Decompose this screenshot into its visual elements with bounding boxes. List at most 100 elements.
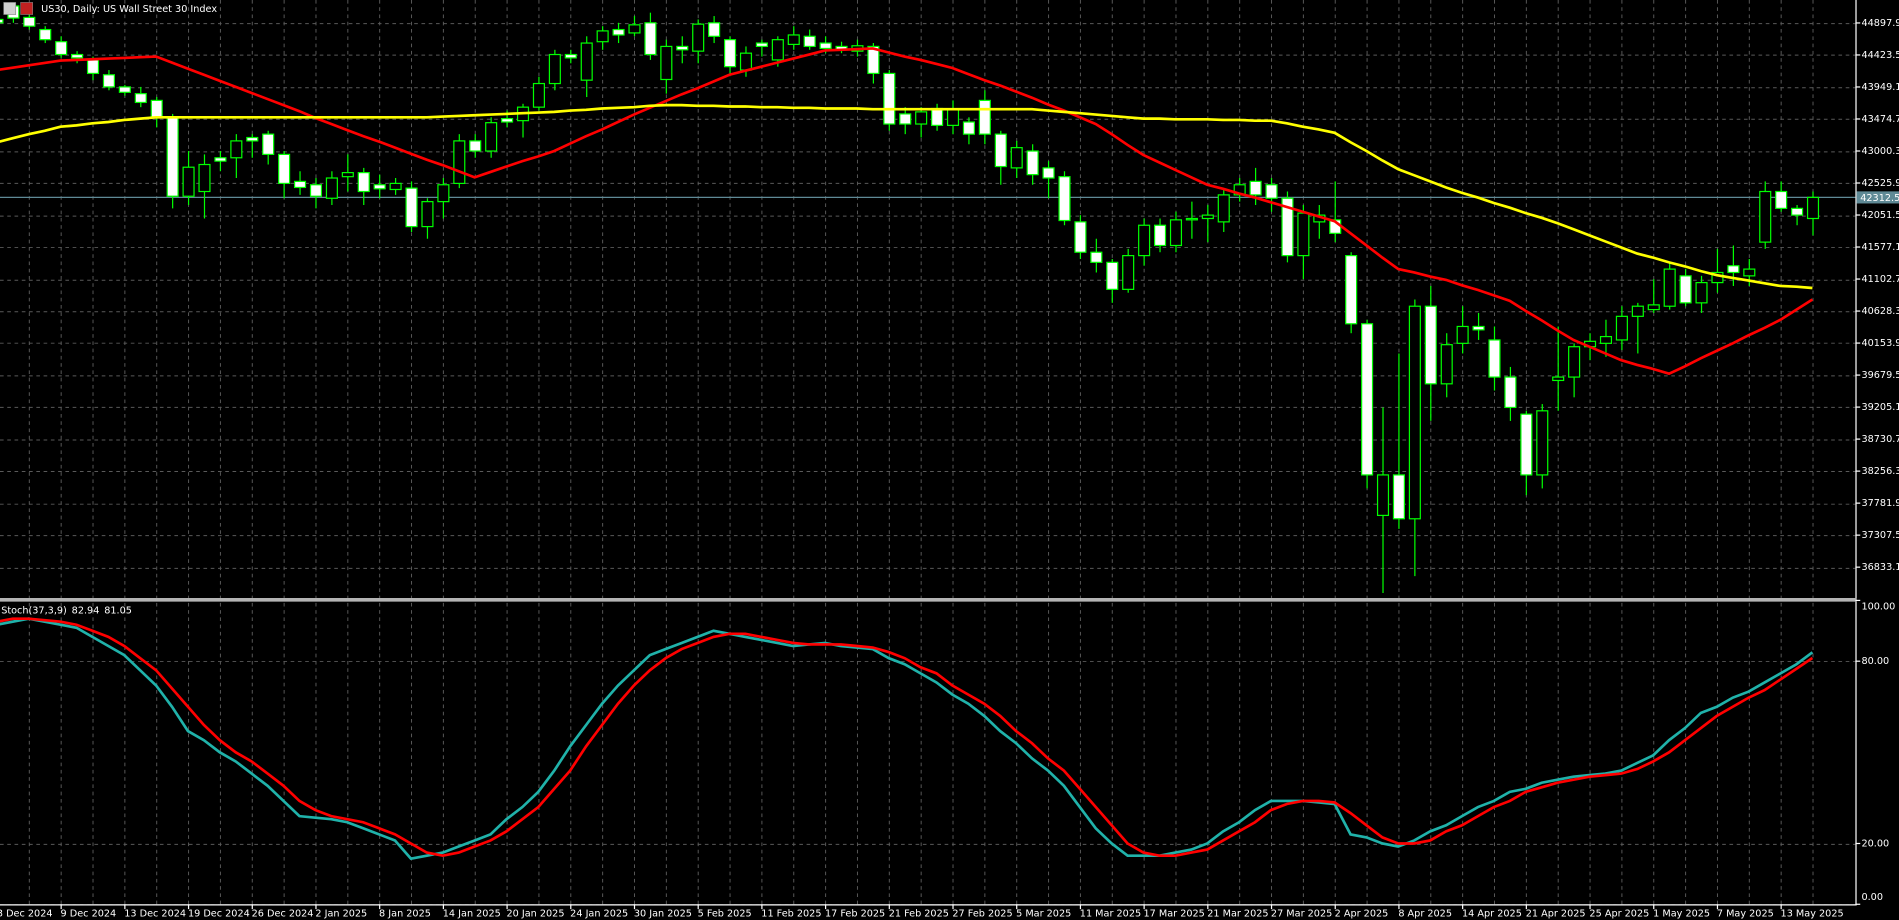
candle-body [931, 107, 944, 126]
candle-body [1488, 339, 1501, 378]
x-tick-label: 19 Dec 2024 [188, 908, 250, 919]
candle-body [214, 157, 227, 162]
x-tick-label: 8 Jan 2025 [379, 908, 431, 919]
candle-body [71, 53, 84, 59]
candle-body [946, 108, 960, 126]
x-tick-label: 3 Dec 2024 [0, 908, 53, 919]
last-price-label: 42312.5 [1860, 193, 1899, 204]
candle-body [1472, 325, 1485, 331]
candle-body [1424, 305, 1437, 385]
candle-body [1552, 376, 1565, 382]
candle-body [1026, 150, 1039, 176]
candle-body [867, 45, 880, 75]
candle-body [55, 41, 68, 56]
candle-body [1217, 194, 1230, 223]
symbol-icon[interactable] [3, 2, 17, 15]
x-tick-label: 5 Mar 2025 [1016, 908, 1071, 919]
candle-body [1138, 224, 1151, 257]
candle-body [1695, 281, 1708, 304]
candle-body [1361, 323, 1374, 476]
candle-body [1536, 410, 1549, 476]
candle-body [405, 187, 418, 228]
candle-body [357, 172, 370, 193]
candle-body [437, 184, 450, 203]
candle-body [564, 53, 577, 59]
candle-body [485, 122, 498, 152]
candle-body [1647, 304, 1660, 311]
x-tick-label: 13 Dec 2024 [124, 908, 186, 919]
candle-body [1679, 275, 1692, 304]
candle-body [1599, 335, 1613, 344]
y-tick-label: 39205.1 [1861, 402, 1899, 413]
candle-body [373, 184, 386, 190]
candle-body [1631, 305, 1644, 317]
y-tick-label: 37307.5 [1861, 530, 1899, 541]
moving-average-line [0, 47, 1814, 376]
x-tick-label: 7 May 2025 [1717, 908, 1774, 919]
candle-body [1615, 315, 1628, 341]
candle-body [708, 22, 721, 37]
y-tick-label: 80.00 [1861, 656, 1889, 667]
candle-body [899, 113, 912, 125]
candle-body [915, 111, 928, 125]
y-tick-label: 43000.3 [1861, 146, 1899, 157]
candle-body [580, 42, 593, 81]
x-tick-label: 2 Apr 2025 [1335, 908, 1389, 919]
y-tick-label: 37781.9 [1861, 498, 1899, 509]
candle-body [1058, 176, 1071, 222]
candle-body [1663, 268, 1676, 307]
y-tick-label: 39679.5 [1861, 370, 1899, 381]
y-tick-label: 100.00 [1861, 601, 1895, 612]
candle-body [612, 28, 625, 36]
x-tick-label: 17 Mar 2025 [1144, 908, 1205, 919]
candle-body [1090, 251, 1103, 263]
candle-body [787, 34, 800, 46]
candle-body [102, 74, 115, 88]
candle-body [1153, 224, 1167, 247]
candle-body [1281, 197, 1294, 257]
candle-body [1169, 219, 1183, 247]
grid-layer [0, 0, 1856, 906]
x-tick-label: 1 May 2025 [1653, 908, 1710, 919]
candle-body [1106, 261, 1119, 290]
candle-body [1775, 190, 1788, 209]
candle-body [994, 133, 1007, 168]
x-tick-label: 26 Dec 2024 [252, 908, 314, 919]
chart-title: US30, Daily: US Wall Street 30 Index [41, 4, 217, 15]
candle-body [182, 166, 195, 197]
x-tick-label: 9 Dec 2024 [61, 908, 117, 919]
x-tick-label: 5 Feb 2025 [698, 908, 752, 919]
x-tick-label: 24 Jan 2025 [570, 908, 628, 919]
candle-body [1074, 221, 1087, 253]
y-tick-label: 43949.1 [1861, 82, 1899, 93]
candle-body [628, 24, 641, 34]
candle-body [1042, 167, 1055, 179]
x-tick-label: 11 Mar 2025 [1080, 908, 1141, 919]
candle-body [86, 59, 100, 75]
stochastic-line [0, 617, 1814, 858]
chart-icon[interactable] [20, 2, 34, 15]
marks-layer [0, 2, 1856, 861]
candle-body [1440, 344, 1453, 385]
x-tick-label: 27 Mar 2025 [1271, 908, 1332, 919]
candle-body [1743, 268, 1756, 277]
y-tick-label: 36833.1 [1861, 562, 1899, 573]
y-tick-label: 44423.5 [1861, 50, 1899, 61]
candle-body [819, 42, 832, 50]
candle-body [962, 121, 975, 135]
candle-body [1568, 346, 1581, 378]
indicator-header: Stoch(37,3,9) 82.94 81.05 [1, 606, 132, 617]
candle-body [723, 39, 737, 68]
candle-body [246, 136, 259, 142]
candle-body [1376, 474, 1390, 517]
y-tick-label: 40628.3 [1861, 306, 1899, 317]
moving-average-line [0, 103, 1813, 290]
candle-body [341, 172, 354, 178]
candle-body [421, 201, 434, 228]
x-tick-label: 14 Apr 2025 [1462, 908, 1522, 919]
candle-body [278, 153, 291, 185]
candle-body [1265, 184, 1278, 199]
